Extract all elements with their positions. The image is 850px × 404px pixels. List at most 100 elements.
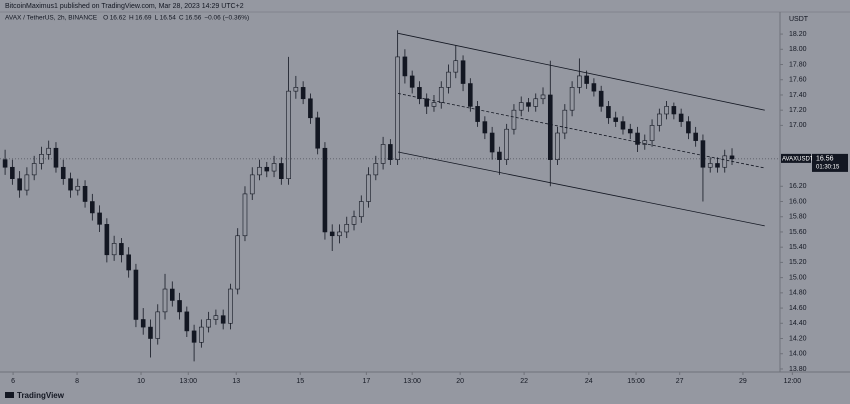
candle-body — [235, 235, 241, 290]
symbol-tag: AVAXUSDT — [782, 156, 814, 162]
candle-body — [257, 166, 262, 176]
candle-body — [438, 87, 444, 103]
y-tick-label: 17.60 — [789, 77, 807, 84]
candle-body — [213, 315, 219, 320]
candle-body — [242, 193, 248, 237]
author-line: BitcoinMaximus1 published on TradingView… — [5, 3, 244, 10]
candle-body — [111, 243, 117, 256]
candle-body — [191, 330, 197, 343]
y-tick-label: 13.80 — [789, 366, 807, 373]
footer-logo: TradingView — [5, 391, 65, 400]
candle-body — [293, 87, 299, 92]
x-tick-label: 13:00 — [403, 378, 421, 385]
y-tick-label: 14.00 — [789, 351, 807, 358]
candle-body — [97, 212, 102, 225]
candle-body — [649, 125, 655, 141]
y-tick-label: 15.80 — [789, 214, 807, 221]
y-tick-label: 17.40 — [789, 92, 807, 99]
candle-body — [17, 178, 22, 191]
candle-body — [199, 326, 204, 343]
x-tick-label: 17 — [362, 378, 370, 385]
candle-body — [671, 106, 677, 115]
candle-body — [162, 288, 168, 313]
candle-body — [169, 288, 175, 301]
y-tick-label: 18.20 — [789, 31, 807, 38]
x-tick-label: 15 — [296, 378, 304, 385]
x-tick-label: 8 — [75, 378, 79, 385]
candle-body — [60, 166, 66, 179]
candle-body — [184, 311, 190, 332]
candle-body — [104, 224, 110, 256]
legend-value: 16.69 — [135, 15, 152, 22]
candle-body — [177, 300, 182, 313]
candle-body — [337, 231, 342, 237]
y-tick-label: 16.20 — [789, 183, 807, 190]
y-tick-label: 14.20 — [789, 335, 807, 342]
candle-body — [664, 106, 669, 115]
candle-body — [591, 83, 597, 92]
candle-body — [279, 163, 284, 179]
candle-body — [686, 121, 691, 134]
candle-body — [409, 75, 415, 88]
legend-label: O — [103, 15, 108, 22]
legend-value: 16.62 — [110, 15, 127, 22]
x-tick-label: 15:00 — [627, 378, 645, 385]
candle-body — [53, 147, 59, 168]
countdown: 01:30:15 — [816, 164, 840, 170]
x-tick-label: 24 — [585, 378, 593, 385]
channel-line — [397, 151, 765, 227]
candle-body — [329, 231, 335, 237]
candle-body — [395, 56, 400, 160]
y-tick-label: 15.00 — [789, 274, 807, 281]
y-tick-label: 14.60 — [789, 305, 807, 312]
symbol-tag-bg — [781, 153, 811, 163]
x-tick-label: 13:00 — [180, 378, 198, 385]
y-tick-label: 15.20 — [789, 259, 807, 266]
candle-body — [700, 140, 706, 168]
logo-icon — [5, 392, 14, 398]
candle-body — [613, 117, 619, 122]
x-tick-label: 12:00 — [784, 378, 802, 385]
candle-body — [148, 326, 153, 339]
candle-body — [82, 185, 88, 202]
y-axis-title: USDT — [789, 16, 809, 23]
candle-body — [344, 224, 350, 233]
candle-body — [562, 109, 568, 134]
candle-body — [402, 56, 408, 77]
x-tick-label: 22 — [520, 378, 528, 385]
candle-body — [140, 319, 146, 328]
candle-body — [155, 311, 161, 339]
candle-body — [431, 102, 437, 107]
candle-body — [627, 128, 633, 134]
legend-value: 16.56 — [185, 15, 202, 22]
candle-body — [322, 147, 328, 233]
candle-body — [569, 87, 575, 111]
x-tick-label: 27 — [676, 378, 684, 385]
candle-body — [533, 98, 539, 107]
candle-body — [504, 128, 509, 160]
candle-body — [707, 163, 713, 168]
candle-body — [555, 132, 560, 160]
candle-body — [358, 201, 364, 218]
y-tick-label: 17.80 — [789, 61, 807, 68]
candle-body — [308, 98, 313, 119]
candle-body — [715, 163, 720, 168]
candle-body — [518, 102, 524, 111]
candle-body — [24, 174, 30, 191]
candle-body — [606, 106, 611, 119]
channel-line — [397, 32, 765, 111]
candle-body — [657, 113, 662, 126]
candle-body — [497, 151, 502, 160]
candle-body — [286, 90, 291, 179]
y-tick-label: 17.20 — [789, 107, 807, 114]
candle-body — [693, 132, 698, 141]
candle-body — [526, 102, 531, 107]
legend-change: −0.06 (−0.36%) — [204, 15, 249, 22]
candle-body — [446, 71, 451, 88]
candle-body — [584, 75, 589, 84]
candle-body — [249, 174, 255, 195]
y-tick-label: 15.40 — [789, 244, 807, 251]
candle-body — [678, 113, 684, 122]
